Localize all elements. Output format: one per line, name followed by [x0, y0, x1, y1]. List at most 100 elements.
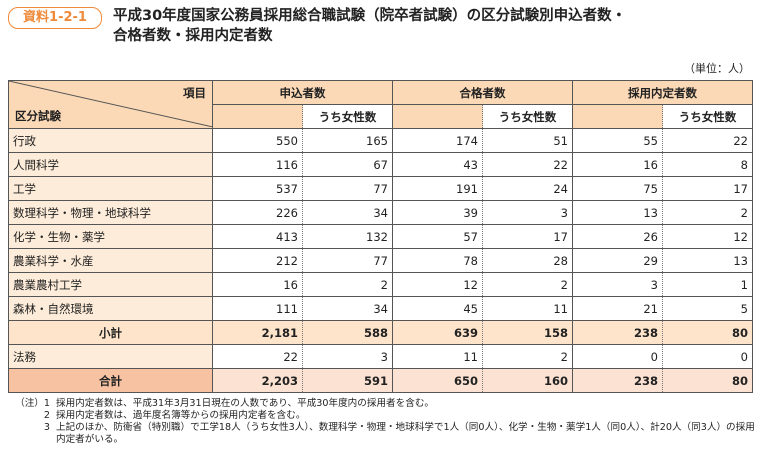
note-number: 2	[43, 410, 50, 421]
cell: 174	[392, 128, 483, 153]
row-label: 法務	[8, 344, 213, 369]
row-label: 農業農村工学	[8, 272, 213, 297]
cell: 51	[482, 128, 573, 153]
note-text: 採用内定者数は、平成31年3月31日現在の人数であり、平成30年度内の採用者を含…	[56, 398, 435, 409]
cell: 3	[572, 272, 663, 297]
cell: 45	[392, 296, 483, 321]
badge: 資料1-2-1	[8, 7, 102, 29]
cell: 650	[392, 368, 483, 393]
cell: 34	[302, 200, 393, 225]
cell: 24	[482, 176, 573, 201]
cell: 17	[662, 176, 753, 201]
cell: 212	[212, 248, 303, 273]
cell: 8	[662, 152, 753, 177]
cell: 22	[662, 128, 753, 153]
row-label: 小計	[8, 320, 213, 345]
cell: 67	[302, 152, 393, 177]
cell: 2	[482, 272, 573, 297]
sub-header: うち女性数	[662, 104, 753, 129]
cell: 55	[572, 128, 663, 153]
cell: 17	[482, 224, 573, 249]
cell: 588	[302, 320, 393, 345]
title: 平成30年度国家公務員採用総合職試験（院卒者試験）の区分試験別申込者数・ 合格者…	[113, 6, 626, 46]
cell: 77	[302, 176, 393, 201]
cell: 5	[662, 296, 753, 321]
corner-top: 項目	[183, 86, 206, 100]
cell: 0	[572, 344, 663, 369]
cell: 13	[662, 248, 753, 273]
cell: 57	[392, 224, 483, 249]
cell: 537	[212, 176, 303, 201]
group-header: 合格者数	[392, 80, 573, 105]
cell: 238	[572, 320, 663, 345]
diagonal	[9, 81, 213, 127]
cell: 238	[572, 368, 663, 393]
cell: 2,203	[212, 368, 303, 393]
notes: （注）1 採用内定者数は、平成31年3月31日現在の人数であり、平成30年度内の採…	[8, 398, 756, 446]
row-label: 数理科学・物理・地球科学	[8, 200, 213, 225]
row: 法務 22 3 11 2 0 0	[8, 344, 753, 369]
group-header: 採用内定者数	[572, 80, 753, 105]
cell: 21	[572, 296, 663, 321]
title-line: 平成30年度国家公務員採用総合職試験（院卒者試験）の区分試験別申込者数・	[113, 8, 627, 24]
note: 3 上記のほか、防衛省（特別職）で工学18人（うち女性3人）、数理科学・物理・地球…	[8, 422, 756, 446]
cell: 26	[572, 224, 663, 249]
cell: 3	[302, 344, 393, 369]
note: 2 採用内定者数は、過年度名簿等からの採用内定者を含む。	[8, 410, 756, 422]
cell: 28	[482, 248, 573, 273]
cell: 165	[302, 128, 393, 153]
cell: 0	[662, 344, 753, 369]
cell: 226	[212, 200, 303, 225]
note-text: 上記のほか、防衛省（特別職）で工学18人（うち女性3人）、数理科学・物理・地球科…	[56, 422, 755, 445]
cell: 2	[302, 272, 393, 297]
cell: 11	[482, 296, 573, 321]
cell: 34	[302, 296, 393, 321]
cell: 80	[662, 320, 753, 345]
corner-cell: 項目 区分試験	[8, 80, 213, 129]
cell: 639	[392, 320, 483, 345]
cell: 132	[302, 224, 393, 249]
cell: 3	[482, 200, 573, 225]
note: （注）1 採用内定者数は、平成31年3月31日現在の人数であり、平成30年度内の採…	[8, 398, 756, 410]
row-label: 農業科学・水産	[8, 248, 213, 273]
row: 行政 550 165 174 51 55 22	[8, 128, 753, 153]
row: 農業農村工学 16 2 12 2 3 1	[8, 272, 753, 297]
cell: 12	[392, 272, 483, 297]
row: 工学 537 77 191 24 75 17	[8, 176, 753, 201]
cell: 22	[482, 152, 573, 177]
note-number: 3	[43, 422, 50, 433]
cell: 43	[392, 152, 483, 177]
cell: 11	[392, 344, 483, 369]
cell: 2	[662, 200, 753, 225]
row: 合計 2,203 591 650 160 238 80	[8, 368, 753, 393]
cell: 191	[392, 176, 483, 201]
corner-bottom: 区分試験	[15, 109, 61, 123]
note-text: 採用内定者数は、過年度名簿等からの採用内定者を含む。	[56, 410, 306, 421]
unit: （単位：人）	[684, 62, 750, 75]
row: 数理科学・物理・地球科学 226 34 39 3 13 2	[8, 200, 753, 225]
cell: 160	[482, 368, 573, 393]
cell: 591	[302, 368, 393, 393]
row: 人間科学 116 67 43 22 16 8	[8, 152, 753, 177]
cell: 75	[572, 176, 663, 201]
row-label: 行政	[8, 128, 213, 153]
cell: 158	[482, 320, 573, 345]
note-number: （注）1	[15, 398, 50, 409]
cell: 2,181	[212, 320, 303, 345]
row: 農業科学・水産 212 77 78 28 29 13	[8, 248, 753, 273]
row-label: 工学	[8, 176, 213, 201]
row: 小計 2,181 588 639 158 238 80	[8, 320, 753, 345]
cell: 116	[212, 152, 303, 177]
row-label: 化学・生物・薬学	[8, 224, 213, 249]
cell: 77	[302, 248, 393, 273]
row: 森林・自然環境 111 34 45 11 21 5	[8, 296, 753, 321]
cell: 1	[662, 272, 753, 297]
cell: 16	[572, 152, 663, 177]
row-label: 合計	[8, 368, 213, 393]
row: 化学・生物・薬学 413 132 57 17 26 12	[8, 224, 753, 249]
cell: 29	[572, 248, 663, 273]
title-line: 合格者数・採用内定者数	[113, 28, 273, 44]
row-label: 森林・自然環境	[8, 296, 213, 321]
cell: 78	[392, 248, 483, 273]
table: 項目 区分試験 申込者数 合格者数 採用内定者数 うち女性数 うち女性数 うち女…	[8, 80, 753, 393]
